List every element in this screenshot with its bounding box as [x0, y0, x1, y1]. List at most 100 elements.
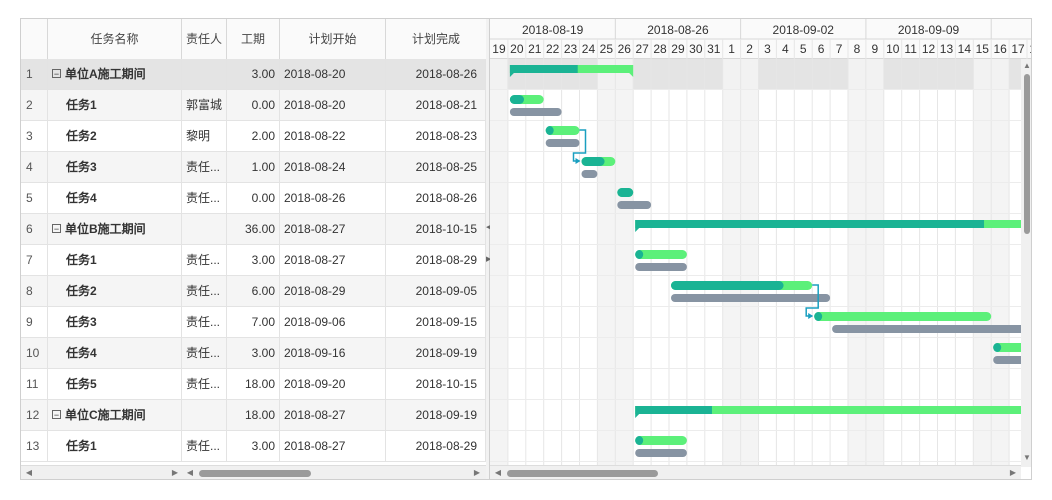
task-name-cell[interactable]: 任务1: [48, 90, 182, 120]
plan-end-cell[interactable]: 2018-08-29: [386, 431, 486, 461]
task-name-cell[interactable]: 任务4: [48, 183, 182, 213]
owner-cell[interactable]: 黎明: [182, 121, 227, 151]
task-name-cell[interactable]: − 单位A施工期间: [48, 59, 182, 89]
header-duration[interactable]: 工期: [227, 19, 280, 59]
plan-end-cell[interactable]: 2018-09-05: [386, 276, 486, 306]
chart-scroll-thumb[interactable]: [507, 470, 658, 477]
table-row[interactable]: 3 任务2 黎明 2.00 2018-08-22 2018-08-23: [21, 121, 486, 152]
scroll-right-arrow-icon[interactable]: ▶: [1009, 468, 1017, 477]
owner-cell[interactable]: 责任...: [182, 183, 227, 213]
table-row[interactable]: 4 任务3 责任... 1.00 2018-08-24 2018-08-25: [21, 152, 486, 183]
owner-cell[interactable]: 责任...: [182, 245, 227, 275]
collapse-right-icon[interactable]: ▶: [486, 256, 492, 263]
scroll-down-arrow-icon[interactable]: ▼: [1023, 453, 1031, 462]
vertical-scroll-thumb[interactable]: [1024, 74, 1030, 234]
plan-start-cell[interactable]: 2018-08-27: [280, 400, 386, 430]
plan-start-cell[interactable]: 2018-08-29: [280, 276, 386, 306]
duration-cell[interactable]: 3.00: [227, 59, 280, 89]
collapse-left-icon[interactable]: ◀: [486, 224, 492, 231]
table-row[interactable]: 13 任务1 责任... 3.00 2018-08-27 2018-08-29: [21, 431, 486, 462]
table-row[interactable]: 11 任务5 责任... 18.00 2018-09-20 2018-10-15: [21, 369, 486, 400]
table-row[interactable]: 8 任务2 责任... 6.00 2018-08-29 2018-09-05: [21, 276, 486, 307]
duration-cell[interactable]: 0.00: [227, 183, 280, 213]
task-name-cell[interactable]: 任务3: [48, 307, 182, 337]
plan-end-cell[interactable]: 2018-08-26: [386, 183, 486, 213]
plan-start-cell[interactable]: 2018-08-22: [280, 121, 386, 151]
table-row-group[interactable]: 12− 单位C施工期间 18.00 2018-08-27 2018-09-19: [21, 400, 486, 431]
plan-start-cell[interactable]: 2018-09-20: [280, 369, 386, 399]
owner-cell[interactable]: 责任...: [182, 369, 227, 399]
duration-cell[interactable]: 0.00: [227, 90, 280, 120]
scroll-left-arrow-icon[interactable]: ◀: [494, 468, 502, 477]
plan-end-cell[interactable]: 2018-10-15: [386, 369, 486, 399]
task-name-cell[interactable]: − 单位C施工期间: [48, 400, 182, 430]
plan-end-cell[interactable]: 2018-08-26: [386, 59, 486, 89]
vertical-scrollbar[interactable]: ▲ ▼: [1021, 59, 1031, 467]
duration-cell[interactable]: 18.00: [227, 400, 280, 430]
plan-start-cell[interactable]: 2018-08-20: [280, 90, 386, 120]
scroll-right-arrow-icon[interactable]: ▶: [171, 468, 179, 477]
scroll-up-arrow-icon[interactable]: ▲: [1023, 61, 1031, 70]
plan-end-cell[interactable]: 2018-08-23: [386, 121, 486, 151]
duration-cell[interactable]: 6.00: [227, 276, 280, 306]
plan-start-cell[interactable]: 2018-08-20: [280, 59, 386, 89]
owner-cell[interactable]: [182, 400, 227, 430]
plan-start-cell[interactable]: 2018-09-06: [280, 307, 386, 337]
plan-end-cell[interactable]: 2018-08-21: [386, 90, 486, 120]
task-name-cell[interactable]: 任务2: [48, 121, 182, 151]
plan-end-cell[interactable]: 2018-08-29: [386, 245, 486, 275]
task-name-cell[interactable]: 任务4: [48, 338, 182, 368]
owner-cell[interactable]: 责任...: [182, 276, 227, 306]
duration-cell[interactable]: 3.00: [227, 338, 280, 368]
header-plan-start[interactable]: 计划开始: [280, 19, 386, 59]
header-owner[interactable]: 责任人: [182, 19, 227, 59]
table-row[interactable]: 5 任务4 责任... 0.00 2018-08-26 2018-08-26: [21, 183, 486, 214]
plan-start-cell[interactable]: 2018-08-24: [280, 152, 386, 182]
task-name-cell[interactable]: 任务1: [48, 245, 182, 275]
plan-end-cell[interactable]: 2018-10-15: [386, 214, 486, 244]
duration-cell[interactable]: 7.00: [227, 307, 280, 337]
plan-end-cell[interactable]: 2018-09-19: [386, 338, 486, 368]
plan-start-cell[interactable]: 2018-08-26: [280, 183, 386, 213]
plan-end-cell[interactable]: 2018-09-15: [386, 307, 486, 337]
chart-horizontal-scrollbar[interactable]: ◀ ▶: [490, 465, 1021, 479]
duration-cell[interactable]: 2.00: [227, 121, 280, 151]
owner-cell[interactable]: [182, 214, 227, 244]
header-plan-end[interactable]: 计划完成: [411, 32, 460, 46]
plan-start-cell[interactable]: 2018-08-27: [280, 214, 386, 244]
header-task-name[interactable]: 任务名称: [48, 19, 182, 59]
plan-start-cell[interactable]: 2018-08-27: [280, 245, 386, 275]
duration-cell[interactable]: 3.00: [227, 245, 280, 275]
scroll-left-arrow-icon[interactable]: ◀: [25, 468, 33, 477]
panel-splitter[interactable]: ◀ ▶: [486, 19, 492, 479]
plan-end-cell[interactable]: 2018-08-25: [386, 152, 486, 182]
table-row[interactable]: 2 任务1 郭富城 0.00 2018-08-20 2018-08-21: [21, 90, 486, 121]
table-row[interactable]: 10 任务4 责任... 3.00 2018-09-16 2018-09-19: [21, 338, 486, 369]
owner-cell[interactable]: 责任...: [182, 307, 227, 337]
plan-end-cell[interactable]: 2018-09-19: [386, 400, 486, 430]
collapse-toggle-icon[interactable]: −: [52, 224, 61, 234]
task-name-cell[interactable]: − 单位B施工期间: [48, 214, 182, 244]
scroll-left-arrow-icon[interactable]: ◀: [186, 468, 194, 477]
table-row[interactable]: 9 任务3 责任... 7.00 2018-09-06 2018-09-15: [21, 307, 486, 338]
table-row-group[interactable]: 6− 单位B施工期间 36.00 2018-08-27 2018-10-15: [21, 214, 486, 245]
task-name-cell[interactable]: 任务1: [48, 431, 182, 461]
collapse-toggle-icon[interactable]: −: [52, 410, 61, 420]
duration-cell[interactable]: 18.00: [227, 369, 280, 399]
grid-horizontal-scrollbar[interactable]: ◀ ▶ ◀ ▶: [21, 465, 486, 479]
owner-cell[interactable]: [182, 59, 227, 89]
plan-start-cell[interactable]: 2018-08-27: [280, 431, 386, 461]
task-name-cell[interactable]: 任务5: [48, 369, 182, 399]
plan-start-cell[interactable]: 2018-09-16: [280, 338, 386, 368]
grid-scroll-thumb[interactable]: [199, 470, 311, 477]
scroll-right-arrow-icon[interactable]: ▶: [473, 468, 481, 477]
owner-cell[interactable]: 责任...: [182, 338, 227, 368]
duration-cell[interactable]: 3.00: [227, 431, 280, 461]
owner-cell[interactable]: 郭富城: [182, 90, 227, 120]
owner-cell[interactable]: 责任...: [182, 152, 227, 182]
task-name-cell[interactable]: 任务2: [48, 276, 182, 306]
table-row-group[interactable]: 1− 单位A施工期间 3.00 2018-08-20 2018-08-26: [21, 59, 486, 90]
table-row[interactable]: 7 任务1 责任... 3.00 2018-08-27 2018-08-29: [21, 245, 486, 276]
owner-cell[interactable]: 责任...: [182, 431, 227, 461]
duration-cell[interactable]: 36.00: [227, 214, 280, 244]
